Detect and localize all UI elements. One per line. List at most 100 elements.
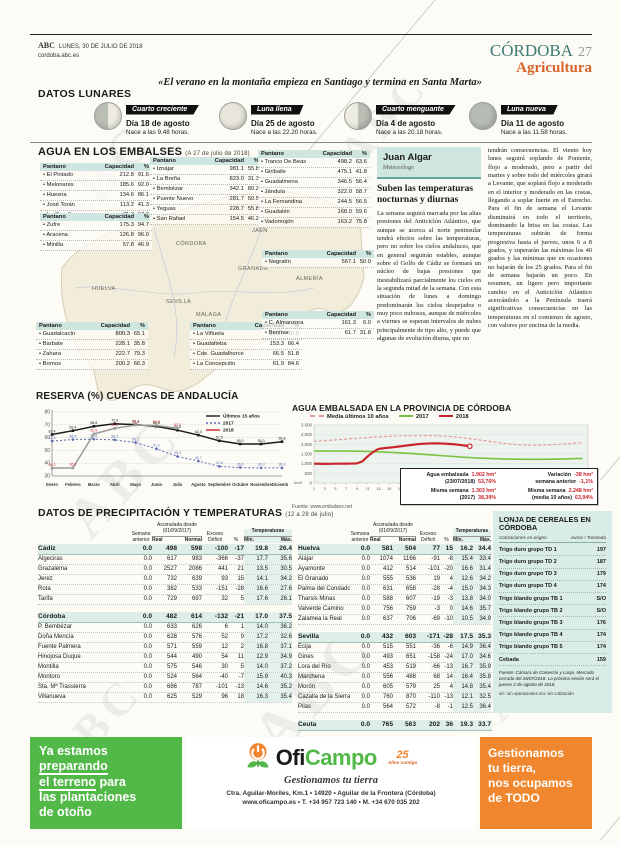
reservoir-row: • Negratín 567.1 50.0 [262,258,374,268]
embalses-table: Pantano Capacidad% • Negratín 567.1 50.0 [262,250,374,268]
lunar-section-title: DATOS LUNARES [38,88,132,100]
station-row: Cazalla de la Sierra 0.0 760 870 -110 -13 12.1… [298,693,492,704]
moon-phase: Luna nueva Día 11 de agosto Nace a las 1… [467,98,592,142]
svg-text:68.8: 68.8 [90,421,97,425]
station-row: Zalamea la Real 0.0 637 706 -69 -10 10.5 34.9 [298,615,492,626]
embalses-table: Pantano Capacidad% • Guadalcacín 800.3 65.1 •… [36,322,148,370]
lonja-row: Cebada 159 [499,654,606,667]
station-row: Alájar 0.0 1074 1166 -91 -8 15.4 33.4 [298,555,492,566]
svg-text:62.4: 62.4 [49,429,56,433]
station-row: Grazalema 0.0 2527 2086 441 21 13.5 30.5 [38,565,292,576]
svg-text:62.9: 62.9 [90,429,97,433]
lonja-footer: Fuente: Cámara de Comercio y Lonja. Merc… [499,670,600,687]
svg-text:Febrero: Febrero [65,482,81,487]
province-total-row: Córdoba 0.0 482 614 -132 -21 17.0 37.5 [38,612,292,624]
reservoir-row: • Zufre 175.3 94.7 [40,221,152,231]
embalses-table: Pantano Capacidad% • El Pintado 212.8 91.6 • … [40,163,152,221]
svg-text:2.000: 2.000 [301,442,313,447]
legend-swatch-media [310,415,324,418]
svg-text:58.8: 58.8 [90,434,97,438]
svg-text:Últimos 15 años: Últimos 15 años [223,413,260,420]
lonja-row: Trigo duro grupo TD 4 174 [499,581,606,594]
water-stat: Agua embalsada 1.902 hm³ (23/07/2018) 53,76… [426,472,496,485]
svg-text:50: 50 [44,448,50,454]
orange-ad-line: de TODO [488,791,540,805]
reservoir-row: • Vadomojón 163.2 75.8 [258,218,370,228]
author-card: Juan Algar Meteorólogo [377,147,481,180]
reservoir-row: • José Torán 113.2 41.3 [40,201,152,211]
svg-text:36.3: 36.3 [279,463,286,467]
water-stats-box: Agua embalsada 1.902 hm³ (23/07/2018) 53,76… [400,468,598,506]
green-ad-line: las plantaciones [39,789,137,804]
svg-text:Junio: Junio [151,482,163,487]
precip-group: Córdoba 0.0 482 614 -132 -21 17.0 37.5 P. Bembéz… [38,612,292,704]
weather-col-1: Juan Algar Meteorólogo Suben las tempera… [377,147,481,409]
svg-text:67.2: 67.2 [111,423,118,427]
moon-phase: Luna llena Día 25 de agosto Nace a las 2… [217,98,342,142]
embalses-section-title: AGUA EN LOS EMBALSES (A 27 de julio de 20… [38,146,250,158]
lonja-row: Trigo blando grupo TB 3 176 [499,617,606,630]
svg-text:2017: 2017 [223,421,234,427]
precip-group: Sevilla 0.0 432 603 -171 -28 17.5 35.3 Écija 0.0 5… [298,632,492,714]
svg-text:2.500: 2.500 [301,432,313,437]
new-moon-icon [469,102,497,130]
svg-text:1.000: 1.000 [301,461,313,466]
svg-text:3: 3 [324,487,326,491]
map-label-malaga: MÁLAGA [196,312,222,318]
reservoir-row: • Guadalcacín 800.3 65.1 [36,330,148,340]
section-title: CÓRDOBA [489,41,573,60]
cordoba-chart-title: AGUA EMBALSADA EN LA PROVINCIA DE CÓRDOB… [292,403,512,413]
oficampo-logo-text: OfiCampo [275,745,378,770]
svg-text:45.3: 45.3 [174,451,181,455]
station-row: Doña Mencía 0.0 628 576 52 9 17.2 32.6 [38,633,292,644]
svg-text:7: 7 [345,487,347,491]
lonja-box: LONJA DE CEREALES EN CÓRDOBA Cotizacione… [493,511,612,713]
station-row: Villanueva 0.0 625 529 96 18 16.3 35.4 [38,693,292,704]
reservoir-row: • Yeguas 228.7 55.8 [150,205,262,215]
station-row: Montilla 0.0 575 546 30 5 14.0 37.2 [38,663,292,674]
reservoir-row: • La Fernandina 244.5 56.5 [258,198,370,208]
divider [30,142,592,143]
reservoir-row: • Tranco De Beas 498.2 63.6 [258,158,370,168]
svg-text:Septiembre: Septiembre [208,482,231,487]
svg-text:51.2: 51.2 [153,444,160,448]
water-stat: Misma semana 2.248 hm³ (media 10 años) 63,9… [527,488,593,501]
reservoir-row: • Jándula 322.0 58.7 [258,188,370,198]
svg-text:11: 11 [366,487,370,491]
station-row: Algeciras 0.0 617 983 -366 -37 17.7 35.6 [38,555,292,566]
province-total-row: Cádiz 0.0 498 598 -100 -17 19.8 26.4 [38,544,292,556]
subsection-title: Agricultura [516,59,592,76]
station-row: Ayamonte 0.0 412 514 -101 -20 16.6 31.4 [298,565,492,576]
phase-day: Día 4 de agosto [376,119,436,128]
precip-group: Ceuta 0.0 765 563 202 36 19.3 33.7 [298,720,492,731]
svg-text:65.8: 65.8 [174,425,181,429]
svg-text:68.8: 68.8 [153,421,160,425]
oficampo-tagline: Gestionamos tu tierra [284,775,378,786]
phase-name: Luna llena [251,104,304,115]
station-row: Lora del Río 0.0 453 519 -66 -13 16.7 35.9 [298,663,492,674]
svg-text:55.0: 55.0 [237,439,244,443]
embalses-table: Pantano Capacidad% • Zufre 175.3 94.7 • Arace… [40,213,152,251]
station-row: Écija 0.0 515 551 -36 -6 14.9 36.4 [298,643,492,654]
reservoir-row: • Guadalmena 346.5 56.4 [258,178,370,188]
reserva-chart-title: RESERVA (%) CUENCAS DE ANDALUCÍA [36,391,239,402]
embalses-table: Pantano Capacidad% • C. Almanzora 161.3 6.0 •… [262,311,374,339]
map-label-jaen: JAÉN [252,228,268,234]
oficampo-ad: OfiCampo 25 Años contigo Gestionamos tu … [186,737,476,829]
station-row: Tarifa 0.0 729 697 32 5 17.6 26.1 [38,595,292,606]
abc-logo: ABC [38,41,55,50]
embalses-table: Pantano Capacidad% • Tranco De Beas 498.2 63… [258,150,370,228]
first-quarter-moon-icon [94,102,122,130]
legend-swatch-2017 [398,415,413,418]
station-row: Valverde Camino 0.0 756 759 -3 0 14.6 35.7 [298,605,492,616]
phase-day: Día 18 de agosto [126,119,190,128]
svg-text:Marzo: Marzo [88,482,101,487]
green-ad: Ya estamos preparando el terreno para las p… [30,737,182,829]
lonja-title: LONJA DE CEREALES EN CÓRDOBA [499,515,591,533]
station-row: Pilas 0.0 564 572 -8 -1 12.5 36.4 [298,703,492,714]
cordoba-chart-legend: Media últimos 10 años 2017 2018 [310,414,594,420]
lonja-row: Trigo duro grupo TD 2 187 [499,556,606,569]
author-role: Meteorólogo [383,165,414,172]
scan-scratch [600,342,620,481]
svg-text:Agosto: Agosto [191,482,206,487]
